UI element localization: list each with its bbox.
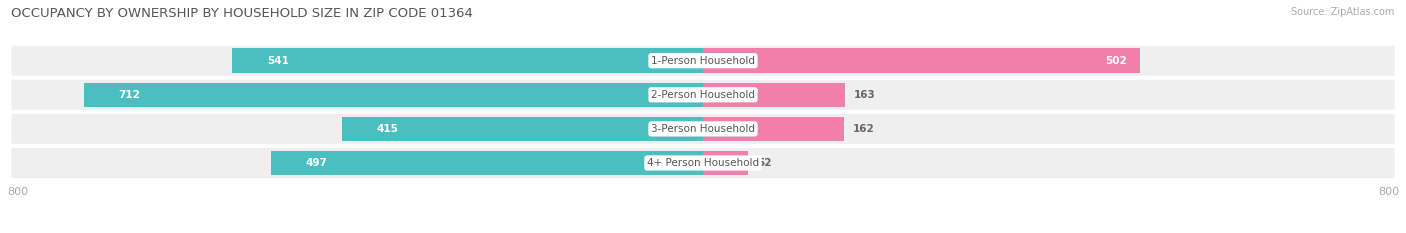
Bar xyxy=(270,151,703,175)
Bar xyxy=(83,82,703,107)
Text: 1-Person Household: 1-Person Household xyxy=(651,56,755,66)
Text: 415: 415 xyxy=(377,124,399,134)
FancyBboxPatch shape xyxy=(11,114,1395,144)
Text: 3-Person Household: 3-Person Household xyxy=(651,124,755,134)
Bar xyxy=(342,116,703,141)
FancyBboxPatch shape xyxy=(11,148,1395,178)
FancyBboxPatch shape xyxy=(11,80,1395,110)
Bar xyxy=(703,151,748,175)
Text: 2-Person Household: 2-Person Household xyxy=(651,90,755,100)
Text: 712: 712 xyxy=(118,90,141,100)
Bar xyxy=(232,48,703,73)
Text: 800: 800 xyxy=(7,187,28,197)
FancyBboxPatch shape xyxy=(11,46,1395,76)
Text: 541: 541 xyxy=(267,56,290,66)
Text: 52: 52 xyxy=(756,158,772,168)
Text: 800: 800 xyxy=(1378,187,1399,197)
Text: OCCUPANCY BY OWNERSHIP BY HOUSEHOLD SIZE IN ZIP CODE 01364: OCCUPANCY BY OWNERSHIP BY HOUSEHOLD SIZE… xyxy=(11,7,474,20)
Text: 497: 497 xyxy=(305,158,328,168)
Text: Source: ZipAtlas.com: Source: ZipAtlas.com xyxy=(1291,7,1395,17)
Bar xyxy=(703,116,844,141)
Text: 163: 163 xyxy=(853,90,876,100)
Text: 4+ Person Household: 4+ Person Household xyxy=(647,158,759,168)
Bar xyxy=(703,48,1140,73)
Text: 162: 162 xyxy=(852,124,875,134)
Bar xyxy=(703,82,845,107)
Text: 502: 502 xyxy=(1105,56,1126,66)
